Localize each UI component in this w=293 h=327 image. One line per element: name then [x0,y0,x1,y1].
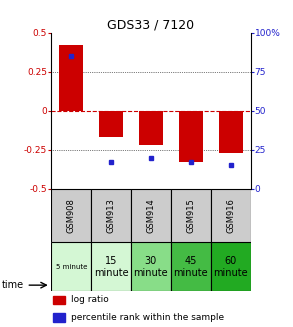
Text: 5 minute: 5 minute [55,264,87,270]
Bar [131,242,171,291]
Bar [171,242,211,291]
Bar [59,45,83,111]
Bar [219,111,243,153]
Text: GSM916: GSM916 [226,198,235,233]
Bar [171,189,211,242]
Bar [211,242,251,291]
Bar [91,242,131,291]
Bar [91,189,131,242]
Text: time: time [1,280,24,290]
Text: 60
minute: 60 minute [213,256,248,278]
Text: percentile rank within the sample: percentile rank within the sample [71,313,224,322]
Title: GDS33 / 7120: GDS33 / 7120 [107,19,195,31]
Bar [51,242,91,291]
Text: GSM913: GSM913 [107,198,115,233]
Bar [139,111,163,145]
Bar [53,313,65,322]
Bar [131,189,171,242]
Text: 30
minute: 30 minute [134,256,168,278]
Text: GSM914: GSM914 [146,198,155,233]
Text: GSM915: GSM915 [186,198,195,233]
Bar [51,189,91,242]
Bar [211,189,251,242]
Bar [179,111,203,162]
Text: 45
minute: 45 minute [173,256,208,278]
Bar [53,296,65,304]
Text: log ratio: log ratio [71,295,109,304]
Bar [99,111,123,137]
Text: 15
minute: 15 minute [94,256,128,278]
Text: GSM908: GSM908 [67,198,76,233]
